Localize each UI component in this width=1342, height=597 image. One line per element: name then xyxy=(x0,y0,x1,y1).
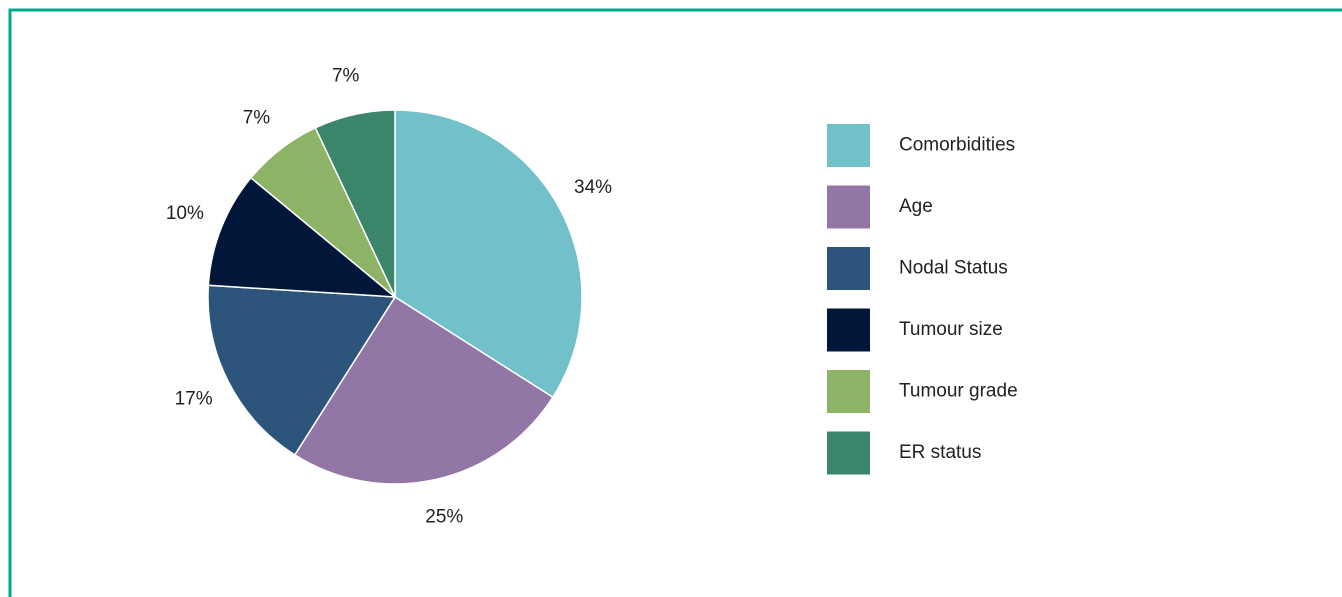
data-label: 25% xyxy=(425,507,463,528)
legend-swatch xyxy=(827,431,870,475)
legend-label: Tumour size xyxy=(899,319,1003,340)
legend-swatch xyxy=(827,308,870,352)
data-label: 7% xyxy=(332,65,360,86)
legend-swatch xyxy=(827,247,870,290)
pie-slice xyxy=(293,295,554,485)
legend-label: ER status xyxy=(899,442,981,463)
legend-swatch xyxy=(827,124,870,167)
pie-slice xyxy=(394,109,583,399)
legend-label: Tumour grade xyxy=(899,381,1018,402)
legend-label: Comorbidities xyxy=(899,135,1015,156)
legend-label: Age xyxy=(899,196,933,217)
legend-swatch xyxy=(827,370,870,413)
legend-swatch xyxy=(827,185,870,229)
legend-label: Nodal Status xyxy=(899,258,1008,279)
frame xyxy=(8,8,1342,597)
data-label: 17% xyxy=(175,389,213,410)
pie-slice xyxy=(314,109,396,298)
data-label: 7% xyxy=(243,107,271,128)
pie-slice xyxy=(207,176,398,298)
data-label: 10% xyxy=(166,203,204,224)
pie-slice xyxy=(207,284,397,456)
data-label: 34% xyxy=(574,177,612,198)
